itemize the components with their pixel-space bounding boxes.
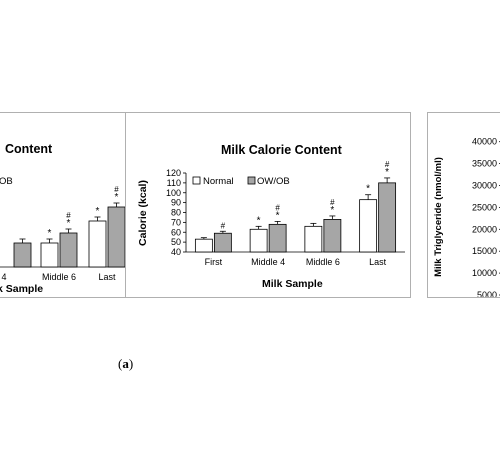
legend-swatch-owob [247, 176, 256, 185]
y-tick-label: 60 [171, 227, 181, 237]
y-tick-label: 40000 [472, 137, 497, 147]
bar [88, 220, 107, 268]
y-tick-label: 25000 [472, 202, 497, 212]
significance-mark: * [276, 210, 280, 221]
significance-mark: * [366, 184, 370, 195]
y-tick-label: 15000 [472, 246, 497, 256]
significance-mark: # [114, 185, 119, 194]
bar [107, 206, 126, 268]
x-tick-label: 4 [1, 272, 6, 282]
bar [13, 242, 32, 268]
y-tick-label: 40 [171, 247, 181, 257]
chart-panel-milk-calorie: 40 50 60 70 80 90 100 110 120 First Middle 4 Middle… [125, 112, 411, 298]
y-tick-label: 120 [166, 168, 181, 178]
bar [194, 238, 213, 253]
x-tick-label: Last [369, 257, 387, 267]
y-tick-label: 20000 [472, 224, 497, 234]
legend-label-normal: Normal [203, 176, 234, 187]
x-tick-label: Last [98, 272, 116, 282]
y-tick-label: 10000 [472, 268, 497, 278]
chart-content-partial: 4 Middle 6 Last**# **#OB [0, 176, 149, 282]
legend-label-owob: OW/OB [257, 176, 290, 187]
y-axis-title: Milk Triglyceride (nmol/ml) [433, 157, 444, 277]
significance-mark: * [67, 218, 71, 229]
bar [40, 242, 59, 268]
significance-mark: # [275, 203, 280, 212]
significance-mark: # [330, 198, 335, 207]
bar [359, 199, 378, 253]
significance-mark: * [330, 205, 334, 216]
y-axis-title: Calorie (kcal) [137, 180, 149, 246]
y-tick-label: 30000 [472, 181, 497, 191]
x-axis-title: Milk Sample [262, 278, 323, 290]
x-tick-label: Middle 6 [306, 257, 340, 267]
y-tick-label: 35000 [472, 159, 497, 169]
y-tick-label: 110 [167, 178, 181, 188]
y-tick-label: 70 [171, 217, 181, 227]
caption-open: ( [118, 356, 123, 371]
bar [378, 182, 397, 253]
bar [59, 232, 78, 268]
chart-title: Milk Calorie Content [221, 143, 342, 157]
significance-mark: * [115, 192, 119, 203]
significance-mark: * [257, 215, 261, 226]
chart-panel-triglyceride: 5000 10000 15000 20000 25000 30000 35000 40000 M… [427, 112, 500, 300]
caption-letter: a [122, 356, 129, 371]
y-tick-label: 90 [171, 198, 181, 208]
y-tick-label: 5000 [477, 290, 497, 297]
significance-mark: * [96, 206, 100, 217]
x-axis-title: k Sample [0, 283, 44, 295]
significance-mark: * [385, 167, 389, 178]
y-tick-label: 50 [171, 237, 181, 247]
chart-title: Content [5, 142, 53, 156]
y-tick-label: 80 [171, 208, 181, 218]
legend-swatch-normal [192, 176, 201, 185]
bar [323, 219, 342, 253]
figure-caption: (a) [118, 356, 133, 372]
significance-mark: # [385, 160, 390, 169]
x-tick-label: Middle 4 [251, 257, 285, 267]
x-tick-label: Middle 6 [42, 272, 76, 282]
bar [304, 225, 323, 253]
bar [268, 223, 287, 253]
bar [249, 228, 268, 253]
caption-close: ) [128, 356, 134, 371]
significance-mark: # [221, 221, 226, 230]
y-tick-label: 100 [166, 188, 181, 198]
significance-mark: * [48, 228, 52, 239]
bar [213, 232, 232, 253]
x-tick-label: First [205, 257, 223, 267]
chart-milk-triglyceride: 5000 10000 15000 20000 25000 30000 35000 40000 M… [433, 137, 500, 300]
legend-label-owob-fragment: OB [0, 176, 13, 187]
significance-mark: # [66, 211, 71, 220]
